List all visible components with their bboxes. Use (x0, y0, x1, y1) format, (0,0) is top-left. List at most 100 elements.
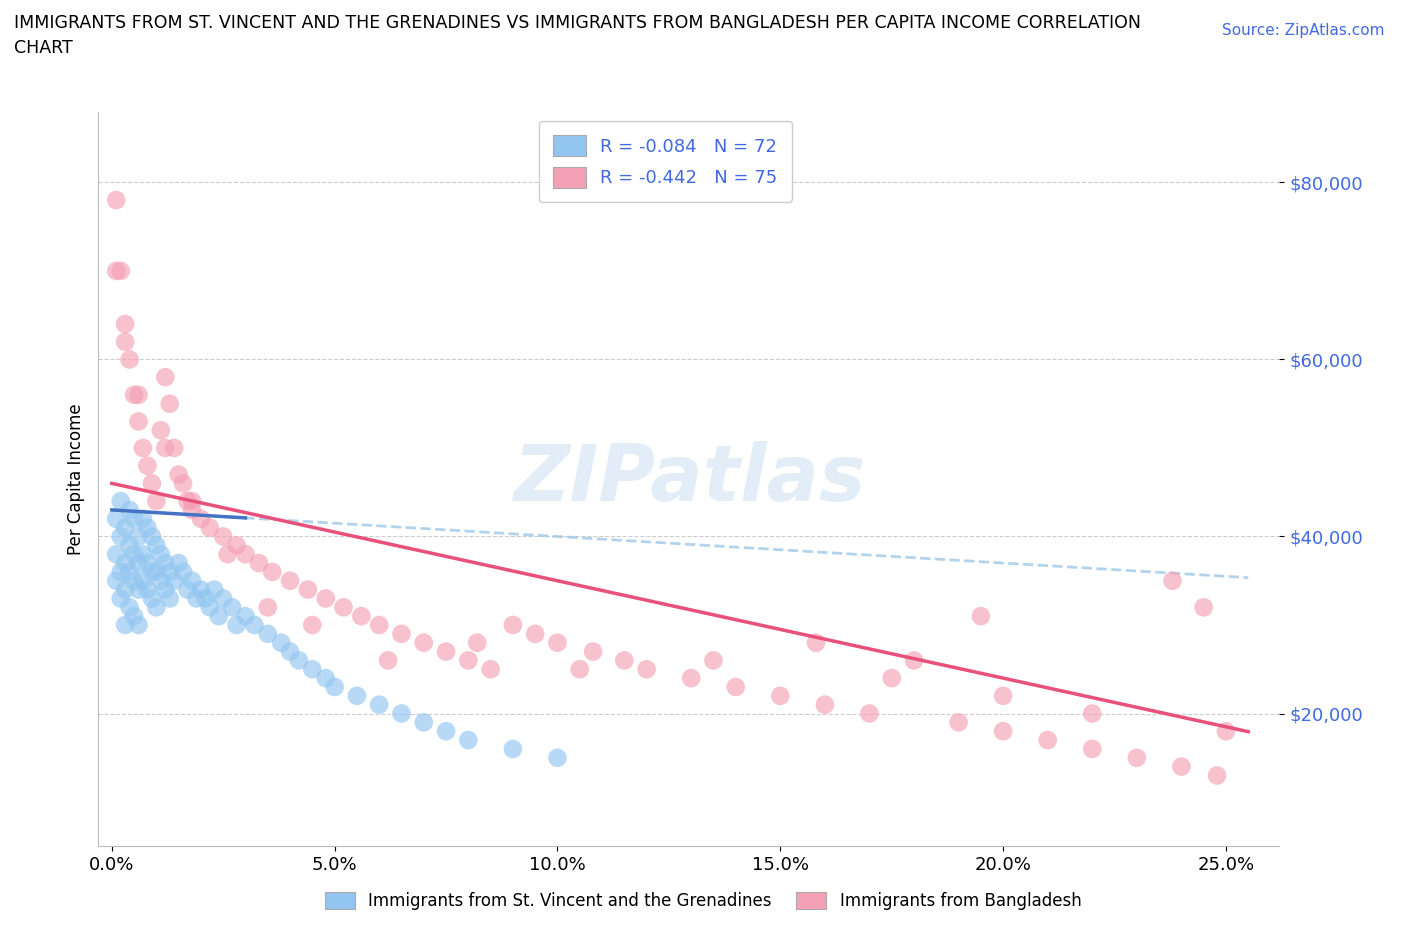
Point (145, 565, 167, 579)
Point (256, 627, 278, 642)
Point (194, 591, 217, 605)
Text: ZIPatlas: ZIPatlas (513, 441, 865, 517)
Point (198, 600, 221, 615)
Point (110, 591, 132, 605)
Point (155, 370, 177, 385)
Point (243, 618, 266, 632)
Point (1215, 724, 1237, 738)
Point (235, 547, 257, 562)
Point (948, 715, 970, 730)
Point (1170, 759, 1192, 774)
Point (636, 662, 658, 677)
Point (524, 627, 547, 642)
Point (105, 573, 128, 588)
Point (132, 441, 155, 456)
Point (546, 635, 568, 650)
Point (235, 609, 257, 624)
Point (114, 334, 136, 349)
Point (149, 423, 172, 438)
Point (479, 662, 502, 677)
Point (288, 653, 311, 668)
Point (217, 547, 239, 562)
Point (1206, 768, 1229, 783)
Point (582, 644, 605, 659)
Point (141, 591, 163, 605)
Point (155, 441, 177, 456)
Point (350, 609, 373, 624)
Point (391, 627, 413, 642)
Point (212, 529, 235, 544)
Point (132, 547, 155, 562)
Legend: Immigrants from St. Vincent and the Grenadines, Immigrants from Bangladesh: Immigrants from St. Vincent and the Gren… (318, 885, 1088, 917)
Point (118, 502, 141, 517)
Point (122, 609, 145, 624)
Point (122, 512, 145, 526)
Point (145, 494, 167, 509)
Text: Source: ZipAtlas.com: Source: ZipAtlas.com (1222, 23, 1385, 38)
Text: CHART: CHART (14, 39, 73, 57)
Point (278, 573, 301, 588)
Point (568, 662, 591, 677)
Point (110, 494, 132, 509)
Point (149, 573, 172, 588)
Point (502, 741, 524, 756)
Point (114, 316, 136, 331)
Point (141, 529, 163, 544)
Point (412, 715, 434, 730)
Point (149, 547, 172, 562)
Point (110, 529, 132, 544)
Point (247, 555, 270, 570)
Point (225, 538, 247, 552)
Point (114, 618, 136, 632)
Point (991, 724, 1014, 738)
Point (118, 538, 141, 552)
Point (1081, 706, 1104, 721)
Point (155, 582, 177, 597)
Point (167, 555, 190, 570)
Point (114, 582, 136, 597)
Point (159, 591, 181, 605)
Point (118, 600, 141, 615)
Point (814, 698, 837, 712)
Point (1192, 600, 1215, 615)
Point (208, 609, 231, 624)
Point (181, 502, 204, 517)
Point (122, 547, 145, 562)
Point (391, 706, 413, 721)
Point (128, 618, 150, 632)
Point (132, 573, 155, 588)
Point (346, 688, 368, 703)
Point (190, 512, 212, 526)
Point (155, 555, 177, 570)
Point (136, 520, 159, 535)
Point (212, 591, 235, 605)
Point (970, 609, 993, 624)
Point (141, 476, 163, 491)
Point (176, 582, 198, 597)
Point (256, 600, 278, 615)
Point (377, 653, 399, 668)
Point (105, 263, 128, 278)
Point (132, 512, 155, 526)
Point (136, 458, 159, 473)
Point (221, 600, 243, 615)
Point (167, 467, 190, 482)
Point (145, 600, 167, 615)
Point (145, 538, 167, 552)
Point (163, 573, 186, 588)
Point (114, 555, 136, 570)
Point (163, 441, 186, 456)
Point (172, 476, 194, 491)
Point (190, 582, 212, 597)
Point (110, 565, 132, 579)
Point (702, 653, 724, 668)
Point (136, 582, 159, 597)
Point (128, 529, 150, 544)
Point (412, 635, 434, 650)
Point (368, 618, 391, 632)
Point (332, 600, 354, 615)
Point (465, 635, 488, 650)
Point (278, 644, 301, 659)
Point (457, 733, 479, 748)
Point (105, 512, 128, 526)
